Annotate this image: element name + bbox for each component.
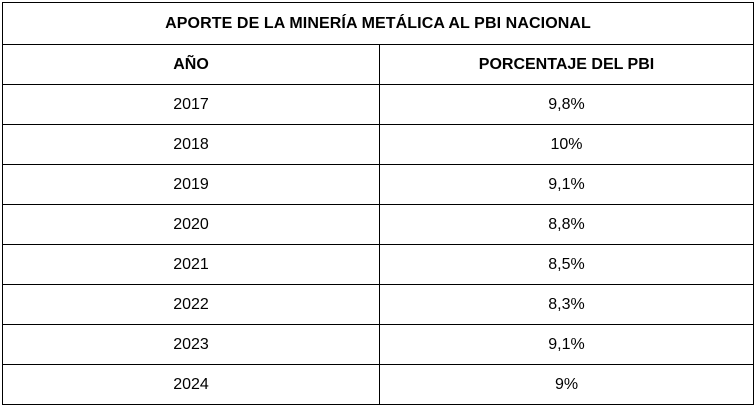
percent-cell: 9,8% — [378, 84, 755, 125]
table-row: 2024 9% — [2, 364, 755, 405]
table-row: 2023 9,1% — [2, 324, 755, 365]
table-row: 2020 8,8% — [2, 204, 755, 245]
title-row: APORTE DE LA MINERÍA METÁLICA AL PBI NAC… — [1, 2, 755, 45]
year-cell: 2022 — [2, 284, 380, 325]
year-cell: 2020 — [2, 204, 380, 245]
percent-cell: 10% — [378, 124, 755, 165]
percent-cell: 9% — [378, 364, 755, 405]
table-row: 2021 8,5% — [2, 244, 755, 285]
header-row: AÑO PORCENTAJE DEL PBI — [2, 44, 755, 85]
percent-cell: 8,5% — [378, 244, 755, 285]
year-cell: 2018 — [2, 124, 380, 165]
table-row: 2019 9,1% — [2, 164, 755, 205]
year-cell: 2023 — [2, 324, 380, 365]
year-cell: 2021 — [2, 244, 380, 285]
percent-cell: 8,8% — [378, 204, 755, 245]
table-title: APORTE DE LA MINERÍA METÁLICA AL PBI NAC… — [1, 2, 755, 45]
column-header-percent: PORCENTAJE DEL PBI — [378, 44, 755, 85]
year-cell: 2017 — [2, 84, 380, 125]
percent-cell: 9,1% — [378, 164, 755, 205]
table-row: 2018 10% — [2, 124, 755, 165]
percent-cell: 8,3% — [378, 284, 755, 325]
column-header-year: AÑO — [2, 44, 380, 85]
year-cell: 2019 — [2, 164, 380, 205]
table-row: 2022 8,3% — [2, 284, 755, 325]
year-cell: 2024 — [2, 364, 380, 405]
percent-cell: 9,1% — [378, 324, 755, 365]
table-row: 2017 9,8% — [2, 84, 755, 125]
